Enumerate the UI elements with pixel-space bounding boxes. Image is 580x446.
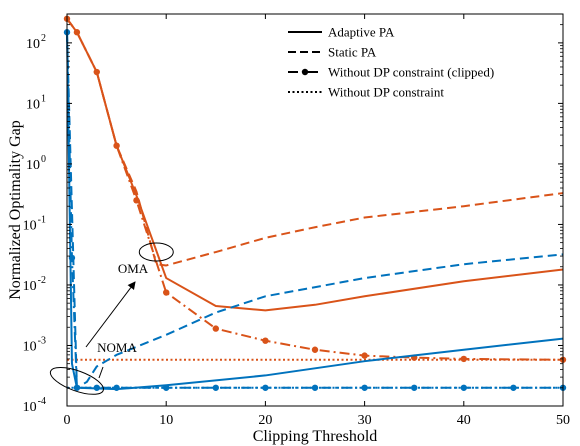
annotation-noma-label: NOMA <box>97 340 137 355</box>
x-tick-label: 0 <box>64 413 71 428</box>
series-oma-dashdot-point <box>163 289 170 296</box>
series-layer <box>63 15 567 391</box>
legend-label: Without DP constraint (clipped) <box>328 65 494 80</box>
x-tick-label: 20 <box>258 413 272 428</box>
x-tick-label: 30 <box>358 413 372 428</box>
x-tick-label: 10 <box>159 413 173 428</box>
x-axis-label: Clipping Threshold <box>253 428 378 445</box>
legend-label: Static PA <box>328 45 377 60</box>
annotation-layer: OMA NOMA <box>49 242 174 395</box>
legend-swatch-marker <box>301 68 309 76</box>
plot-frame <box>66 13 564 407</box>
series-oma-dashdot-point <box>311 346 319 353</box>
legend-label: Adaptive PA <box>328 25 395 40</box>
annotation-noma-leader <box>98 366 104 379</box>
legend-label: Without DP constraint <box>328 85 444 100</box>
series-oma-dashdot-point <box>93 68 100 76</box>
annotation-oma-label: OMA <box>118 261 149 276</box>
y-axis-label: Normalized Optimality Gap <box>7 120 24 300</box>
series-noma-dashed-line <box>66 32 564 389</box>
series-oma-dashdot-point <box>133 197 140 204</box>
series-noma-dashdot-point <box>68 254 76 262</box>
annotation-oma-arrow <box>85 281 136 348</box>
annotation-noma-ellipse <box>49 366 104 395</box>
x-tick-label: 50 <box>556 413 570 428</box>
series-oma-dashdot-point <box>73 29 81 36</box>
series-oma-dashdot-point <box>262 337 269 344</box>
annotation-oma-ellipse <box>138 242 174 262</box>
x-tick-label: 40 <box>457 413 471 428</box>
series-oma-dashdot-point <box>361 352 368 359</box>
series-noma-dashdot-point <box>93 384 100 391</box>
series-oma-dashdot-point <box>113 142 120 149</box>
series-oma-dashdot-point <box>212 325 219 332</box>
series-oma-solid-line <box>66 18 564 312</box>
legend: Adaptive PA Static PA Without DP constrain… <box>288 25 494 100</box>
